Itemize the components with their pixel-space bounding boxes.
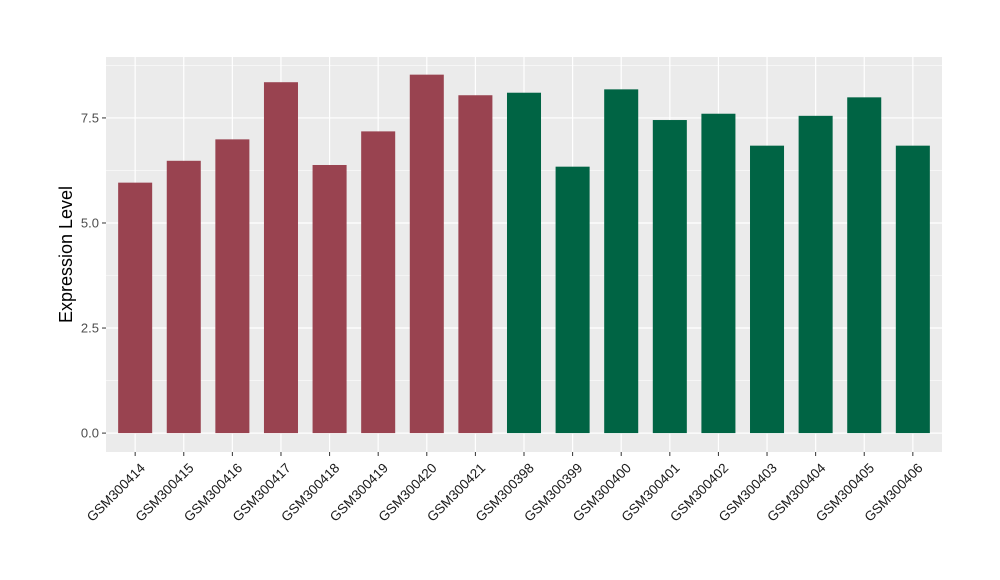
bars <box>118 74 930 434</box>
bar-gsm300421 <box>458 95 493 434</box>
bar-gsm300414 <box>118 182 153 434</box>
y-tick-label: 0.0 <box>81 426 99 441</box>
y-tick-label: 5.0 <box>81 215 99 230</box>
x-axis-ticks: GSM300414GSM300415GSM300416GSM300417GSM3… <box>84 452 926 525</box>
bar-gsm300404 <box>798 115 833 434</box>
bar-gsm300415 <box>166 160 201 434</box>
y-tick-label: 7.5 <box>81 110 99 125</box>
y-tick-label: 2.5 <box>81 321 99 336</box>
bar-gsm300405 <box>847 97 882 434</box>
bar-gsm300419 <box>361 131 396 434</box>
bar-gsm300420 <box>409 74 444 434</box>
bar-gsm300398 <box>506 92 542 434</box>
bar-gsm300401 <box>652 120 687 434</box>
bar-gsm300406 <box>895 145 930 434</box>
bar-gsm300400 <box>604 89 639 434</box>
bar-gsm300416 <box>215 139 250 434</box>
y-axis-title: Expression Level <box>56 186 76 323</box>
bar-gsm300403 <box>750 145 785 434</box>
bar-gsm300418 <box>312 164 347 434</box>
bar-gsm300402 <box>701 113 736 434</box>
y-axis-ticks: 0.0 2.5 5.0 7.5 <box>81 110 106 441</box>
bar-gsm300417 <box>263 82 298 434</box>
bar-gsm300399 <box>555 166 590 434</box>
